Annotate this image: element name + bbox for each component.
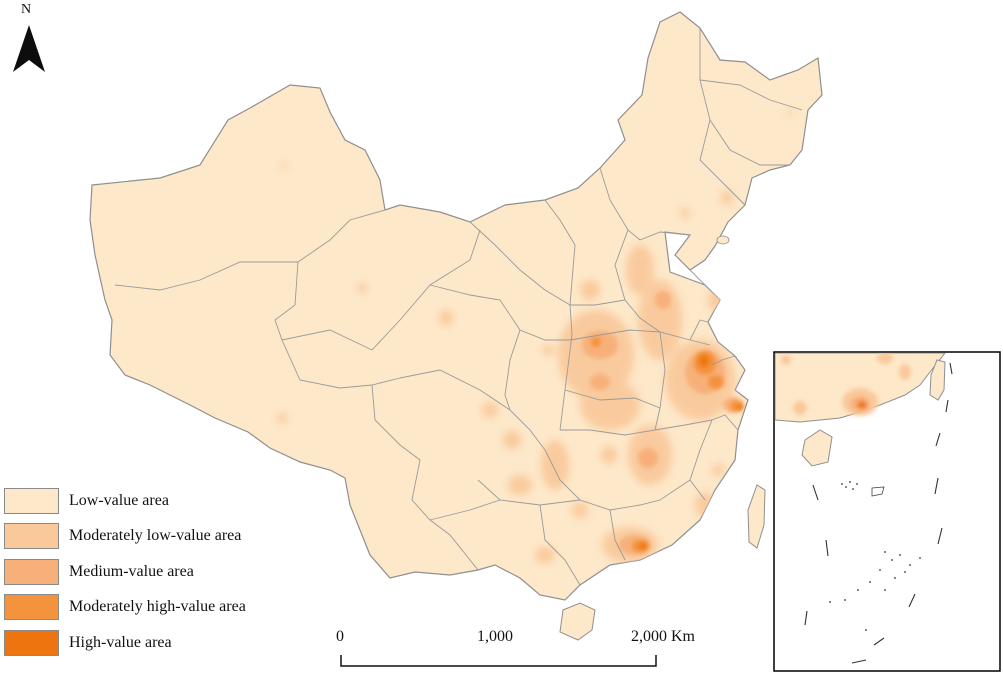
legend-label: High-value area [69,633,172,651]
legend-label: Medium-value area [69,562,194,580]
legend-item-moderately-low: Moderately low-value area [4,519,246,555]
north-label: N [21,2,32,17]
legend-item-high: High-value area [4,625,246,661]
legend-swatch-moderately-high [4,594,59,621]
north-arrow-icon [13,25,45,72]
scale-label-end: 2,000 Km [631,628,695,645]
legend-label: Low-value area [69,491,169,509]
taiwan-island [747,484,766,549]
legend-item-moderately-high: Moderately high-value area [4,590,246,626]
province-boundaries [114,28,803,586]
legend-swatch-high [4,629,59,656]
south-china-sea-inset [773,351,1001,672]
legend-swatch-medium [4,558,59,585]
legend-label: Moderately low-value area [69,527,242,545]
hainan-island [559,602,596,641]
value-surface [277,109,793,563]
legend-swatch-low [4,487,59,514]
legend-label: Moderately high-value area [69,598,246,616]
legend-item-medium: Medium-value area [4,554,246,590]
legend-swatch-moderately-low [4,523,59,550]
china-landmass [89,11,823,641]
legend: Low-value area Moderately low-value area… [4,483,246,661]
scale-bar [340,655,657,667]
legend-item-low: Low-value area [4,483,246,519]
scale-label-mid: 1,000 [477,628,513,645]
scale-label-zero: 0 [336,628,344,645]
